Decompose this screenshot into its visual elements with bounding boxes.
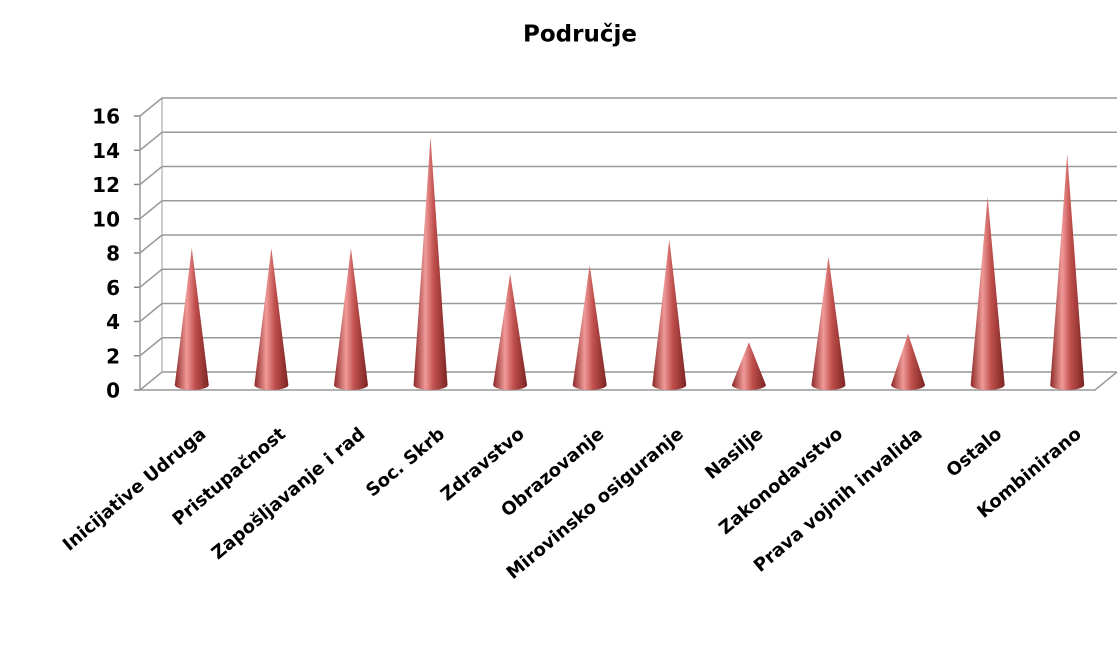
x-tick-label: Zapošljavanje i rad bbox=[208, 424, 370, 564]
cone bbox=[174, 248, 209, 390]
grid-line bbox=[139, 165, 1117, 186]
cone bbox=[652, 239, 687, 390]
grid-line bbox=[139, 371, 1117, 391]
y-tick-label: 16 bbox=[92, 105, 120, 129]
y-tick-label: 8 bbox=[106, 242, 120, 266]
y-tick-label: 10 bbox=[92, 207, 120, 231]
grid-line bbox=[139, 337, 1117, 357]
floor bbox=[140, 371, 1118, 391]
chart-title: Područje bbox=[523, 22, 637, 48]
grid-line bbox=[139, 234, 1117, 254]
y-tick-label: 0 bbox=[106, 379, 120, 403]
cone bbox=[811, 256, 846, 390]
cone bbox=[731, 342, 766, 390]
x-tick-label: Nasilje bbox=[701, 424, 767, 484]
cone bbox=[333, 248, 368, 390]
y-tick-label: 2 bbox=[106, 344, 120, 368]
y-tick-label: 14 bbox=[92, 139, 120, 163]
cone bbox=[970, 196, 1005, 390]
cone bbox=[413, 136, 448, 390]
y-tick-label: 4 bbox=[106, 310, 120, 334]
y-tick-label: 12 bbox=[92, 173, 120, 197]
y-tick-label: 6 bbox=[106, 276, 120, 300]
x-tick-label: Inicijative Udruga bbox=[59, 424, 210, 556]
grid-line bbox=[139, 131, 1117, 151]
grid-line bbox=[139, 302, 1117, 323]
cone bbox=[1050, 153, 1085, 390]
grid-line bbox=[139, 97, 1117, 117]
grid-line bbox=[139, 200, 1117, 220]
grid-line bbox=[139, 268, 1117, 288]
cone bbox=[891, 333, 926, 390]
x-tick-label: Ostalo bbox=[943, 424, 1007, 482]
cone bbox=[493, 273, 528, 390]
cone bbox=[572, 265, 607, 390]
cone bbox=[254, 248, 289, 390]
